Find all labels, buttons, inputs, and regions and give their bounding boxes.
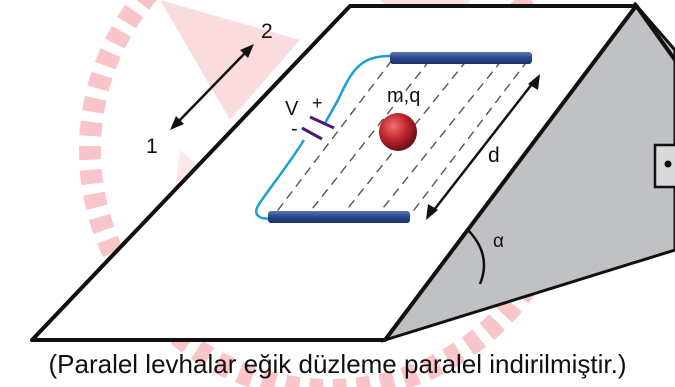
direction-arrow <box>170 44 254 130</box>
figure-caption: (Paralel levhalar eğik düzleme paralel i… <box>48 349 627 379</box>
distance-arrow <box>426 74 540 220</box>
voltage-label: V <box>285 98 299 120</box>
distance-label: d <box>488 144 500 167</box>
battery-minus-sign: - <box>291 118 298 140</box>
battery-icon <box>301 115 335 141</box>
lower-capacitor-plate <box>268 211 410 223</box>
battery-plus-sign: + <box>312 93 323 113</box>
field-dashed-lines <box>271 59 529 219</box>
direction-label-2: 2 <box>261 20 273 43</box>
angle-label: α <box>493 231 504 252</box>
upper-capacitor-plate <box>390 52 532 64</box>
ramp-bracket <box>653 143 675 189</box>
charge-label: m,q <box>387 85 420 107</box>
circuit-wire <box>255 54 391 220</box>
ramp-right-edge <box>633 2 675 62</box>
charged-particle <box>379 113 417 151</box>
angle-arc <box>467 229 486 285</box>
inclined-plane-top-face <box>30 4 638 342</box>
direction-label-1: 1 <box>146 135 158 158</box>
